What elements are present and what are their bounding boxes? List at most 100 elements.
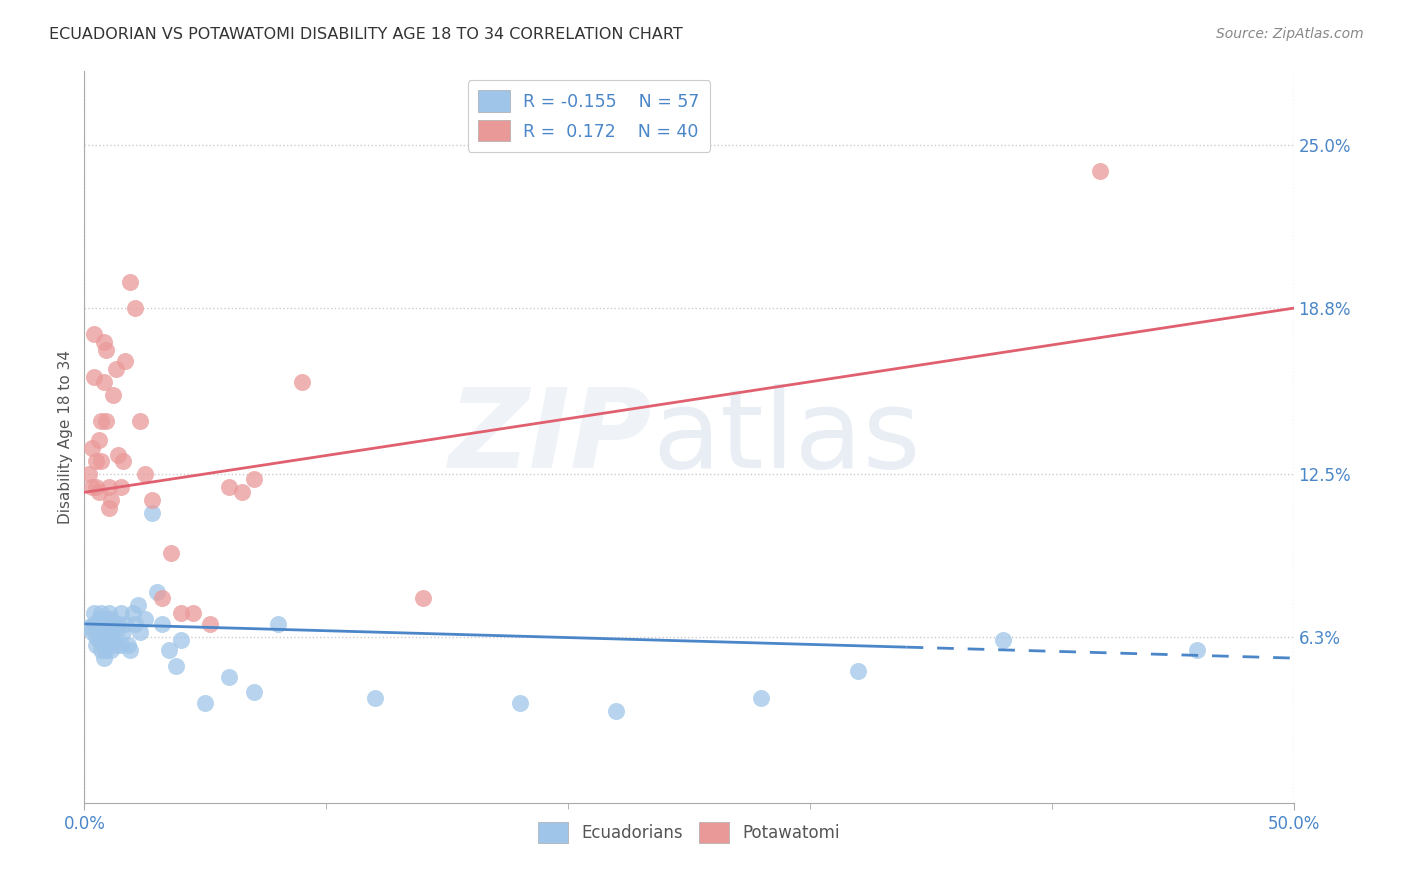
Point <box>87 632 110 647</box>
Point <box>267 616 290 631</box>
Point <box>97 480 120 494</box>
Point <box>121 607 143 621</box>
Point <box>120 275 142 289</box>
Point <box>110 638 132 652</box>
Point <box>104 624 127 639</box>
Point <box>993 632 1015 647</box>
Point <box>412 591 434 605</box>
Point <box>94 624 117 639</box>
Point <box>93 375 115 389</box>
Point <box>90 624 112 639</box>
Point <box>94 643 117 657</box>
Point <box>141 493 163 508</box>
Point <box>83 616 105 631</box>
Point <box>110 480 132 494</box>
Point <box>86 616 108 631</box>
Point <box>150 591 173 605</box>
Point <box>124 301 146 315</box>
Point <box>90 607 112 621</box>
Point <box>100 493 122 508</box>
Point <box>134 467 156 481</box>
Point <box>160 546 183 560</box>
Point <box>218 480 240 494</box>
Point <box>93 616 115 631</box>
Point <box>127 599 149 613</box>
Point <box>104 638 127 652</box>
Point <box>100 612 122 626</box>
Point <box>104 361 127 376</box>
Point <box>124 616 146 631</box>
Point <box>170 632 193 647</box>
Point <box>1185 643 1208 657</box>
Point <box>129 624 152 639</box>
Point <box>86 630 108 644</box>
Point <box>77 467 100 481</box>
Text: atlas: atlas <box>652 384 921 491</box>
Point <box>117 638 139 652</box>
Point <box>87 485 110 500</box>
Point <box>112 454 135 468</box>
Point <box>146 585 169 599</box>
Point <box>157 643 180 657</box>
Text: ECUADORIAN VS POTAWATOMI DISABILITY AGE 18 TO 34 CORRELATION CHART: ECUADORIAN VS POTAWATOMI DISABILITY AGE … <box>49 27 683 42</box>
Point <box>218 669 240 683</box>
Point <box>605 704 627 718</box>
Point <box>107 616 129 631</box>
Point <box>93 335 115 350</box>
Point <box>103 632 125 647</box>
Point <box>846 665 869 679</box>
Point <box>93 638 115 652</box>
Point <box>509 696 531 710</box>
Point <box>94 612 117 626</box>
Point <box>86 480 108 494</box>
Point <box>751 690 773 705</box>
Point <box>103 616 125 631</box>
Point <box>83 369 105 384</box>
Point <box>242 472 264 486</box>
Point <box>242 685 264 699</box>
Point <box>114 353 136 368</box>
Point <box>86 638 108 652</box>
Point <box>94 343 117 358</box>
Point <box>107 449 129 463</box>
Point <box>114 616 136 631</box>
Point <box>103 388 125 402</box>
Point <box>80 480 103 494</box>
Point <box>100 643 122 657</box>
Point <box>94 414 117 428</box>
Point <box>110 607 132 621</box>
Text: Source: ZipAtlas.com: Source: ZipAtlas.com <box>1216 27 1364 41</box>
Point <box>97 607 120 621</box>
Point <box>291 375 314 389</box>
Point <box>93 651 115 665</box>
Point <box>181 607 204 621</box>
Point <box>87 433 110 447</box>
Point <box>90 414 112 428</box>
Point <box>165 659 187 673</box>
Text: ZIP: ZIP <box>449 384 652 491</box>
Point <box>77 619 100 633</box>
Point <box>100 624 122 639</box>
Point <box>83 607 105 621</box>
Point <box>134 612 156 626</box>
Point <box>1088 164 1111 178</box>
Point <box>129 414 152 428</box>
Point <box>90 643 112 657</box>
Point <box>97 501 120 516</box>
Point <box>87 612 110 626</box>
Point <box>83 327 105 342</box>
Y-axis label: Disability Age 18 to 34: Disability Age 18 to 34 <box>58 350 73 524</box>
Point <box>150 616 173 631</box>
Point <box>363 690 385 705</box>
Point <box>198 616 221 631</box>
Point <box>80 624 103 639</box>
Point <box>86 454 108 468</box>
Point <box>90 454 112 468</box>
Point <box>231 485 253 500</box>
Point <box>112 624 135 639</box>
Legend: Ecuadorians, Potawatomi: Ecuadorians, Potawatomi <box>531 815 846 849</box>
Point <box>97 630 120 644</box>
Point <box>120 643 142 657</box>
Point <box>97 616 120 631</box>
Point <box>194 696 217 710</box>
